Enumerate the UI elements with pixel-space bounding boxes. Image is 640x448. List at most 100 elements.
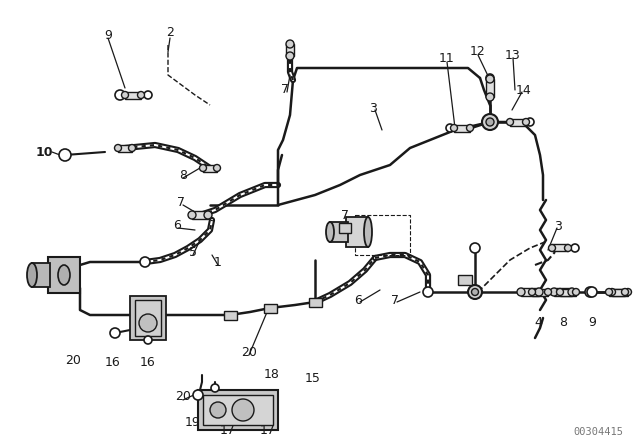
Text: 7: 7	[391, 293, 399, 306]
Bar	[223, 310, 237, 319]
Text: 7: 7	[341, 208, 349, 221]
Circle shape	[486, 74, 494, 82]
Circle shape	[548, 245, 556, 251]
Bar	[560, 289, 576, 296]
Text: 9: 9	[588, 315, 596, 328]
Circle shape	[446, 124, 454, 132]
Circle shape	[467, 125, 474, 132]
Bar	[458, 275, 472, 285]
Text: 13: 13	[505, 48, 521, 61]
Text: 00304415: 00304415	[573, 427, 623, 437]
Circle shape	[486, 93, 494, 101]
Circle shape	[522, 119, 529, 125]
Text: 9: 9	[104, 29, 112, 42]
Circle shape	[573, 289, 579, 296]
Text: 5: 5	[189, 246, 197, 259]
Bar	[609, 289, 625, 296]
Circle shape	[472, 289, 479, 296]
Text: 18: 18	[264, 369, 280, 382]
Circle shape	[129, 145, 136, 151]
Circle shape	[529, 289, 536, 296]
Bar	[118, 145, 132, 151]
Text: 7: 7	[177, 195, 185, 208]
Text: 14: 14	[516, 83, 532, 96]
Circle shape	[188, 211, 196, 219]
Text: 20: 20	[65, 353, 81, 366]
Ellipse shape	[326, 222, 334, 242]
Bar	[554, 288, 572, 296]
Text: 16: 16	[105, 356, 121, 369]
Circle shape	[115, 145, 122, 151]
Text: 17: 17	[220, 423, 236, 436]
Ellipse shape	[139, 314, 157, 332]
Bar	[192, 211, 208, 219]
Ellipse shape	[58, 265, 70, 285]
Ellipse shape	[364, 217, 372, 247]
Bar	[125, 91, 141, 99]
Ellipse shape	[27, 263, 37, 287]
Circle shape	[571, 244, 579, 252]
Circle shape	[486, 75, 494, 83]
Bar	[612, 289, 628, 296]
Circle shape	[545, 289, 552, 296]
Text: 6: 6	[354, 293, 362, 306]
Circle shape	[286, 40, 294, 48]
Text: 19: 19	[185, 415, 201, 428]
Circle shape	[211, 384, 219, 392]
Circle shape	[138, 91, 145, 99]
Circle shape	[506, 119, 513, 125]
Text: 1: 1	[214, 255, 222, 268]
Text: 12: 12	[470, 44, 486, 57]
Circle shape	[122, 91, 129, 99]
Circle shape	[470, 243, 480, 253]
Bar	[286, 44, 294, 56]
Text: 16: 16	[140, 356, 156, 369]
Bar	[198, 390, 278, 430]
Circle shape	[214, 164, 221, 172]
Bar	[521, 288, 539, 296]
Bar	[135, 300, 161, 336]
Bar	[532, 289, 548, 296]
Circle shape	[526, 118, 534, 126]
Text: 17: 17	[260, 423, 276, 436]
Circle shape	[482, 114, 498, 130]
Circle shape	[110, 328, 120, 338]
Bar	[346, 217, 368, 247]
Circle shape	[451, 125, 458, 132]
Circle shape	[204, 211, 212, 219]
Circle shape	[625, 289, 632, 296]
Circle shape	[193, 390, 203, 400]
Bar	[203, 164, 217, 172]
Text: 3: 3	[554, 220, 562, 233]
Circle shape	[550, 288, 558, 296]
Text: 3: 3	[369, 102, 377, 115]
Circle shape	[140, 257, 150, 267]
Circle shape	[564, 245, 572, 251]
Text: 8: 8	[179, 168, 187, 181]
Circle shape	[468, 285, 482, 299]
Bar	[510, 119, 526, 125]
Circle shape	[568, 288, 576, 296]
Text: 15: 15	[305, 371, 321, 384]
Ellipse shape	[210, 402, 226, 418]
Bar	[130, 296, 166, 340]
Text: 2: 2	[166, 26, 174, 39]
Bar	[486, 79, 494, 97]
Text: 4: 4	[534, 315, 542, 328]
Circle shape	[115, 90, 125, 100]
Circle shape	[486, 118, 494, 126]
Text: 8: 8	[559, 315, 567, 328]
Ellipse shape	[232, 399, 254, 421]
Circle shape	[621, 289, 628, 296]
Bar	[330, 222, 348, 242]
Circle shape	[423, 287, 433, 297]
Bar	[552, 245, 568, 251]
Bar	[32, 263, 50, 287]
Bar	[454, 125, 470, 132]
Circle shape	[517, 288, 525, 296]
Bar	[48, 257, 80, 293]
Circle shape	[609, 289, 616, 296]
Text: 20: 20	[241, 345, 257, 358]
Bar	[339, 223, 351, 233]
Circle shape	[200, 164, 207, 172]
